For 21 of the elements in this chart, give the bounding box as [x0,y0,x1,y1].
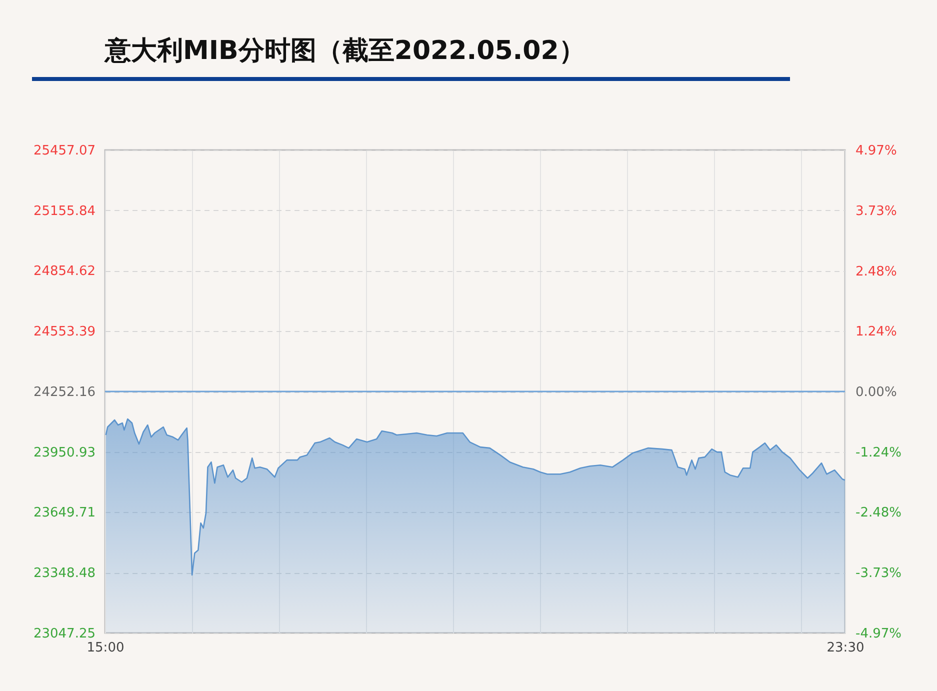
y-tick-label: 24553.39 [33,324,96,340]
y-tick-label: 25155.84 [33,204,96,219]
y2-tick-label: -3.73% [856,566,902,582]
x-tick-label: 15:00 [86,640,124,656]
y-tick-label: 25457.07 [33,144,96,158]
chart-title: 意大利MIB分时图（截至2022.05.02） [104,36,585,66]
y-tick-label: 23649.71 [33,506,96,521]
y2-tick-label: 0.00% [856,385,897,400]
y2-tick-label: 2.48% [856,264,897,280]
y2-tick-label: 3.73% [856,204,897,219]
y-tick-label: 24252.16 [33,385,96,400]
y2-tick-label: -2.48% [856,506,902,521]
x-tick-label: 23:30 [826,640,864,656]
y2-tick-label: 1.24% [856,324,897,340]
y-tick-label: 23950.93 [33,445,96,460]
y2-tick-label: -4.97% [856,626,902,642]
y2-tick-label: -1.24% [856,445,902,460]
y2-tick-label: 4.97% [856,144,897,158]
y-tick-label: 24854.62 [33,264,96,280]
y-tick-label: 23047.25 [33,626,96,642]
y-tick-label: 23348.48 [33,566,96,582]
